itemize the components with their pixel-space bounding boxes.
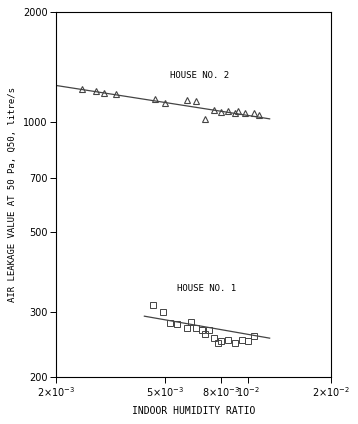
Y-axis label: AIR LEAKAGE VALUE AT 50 Pa, Q50, litre/s: AIR LEAKAGE VALUE AT 50 Pa, Q50, litre/s: [8, 87, 17, 302]
X-axis label: INDOOR HUMIDITY RATIO: INDOOR HUMIDITY RATIO: [131, 406, 255, 416]
Text: HOUSE NO. 1: HOUSE NO. 1: [176, 284, 236, 293]
Text: HOUSE NO. 2: HOUSE NO. 2: [170, 71, 229, 80]
